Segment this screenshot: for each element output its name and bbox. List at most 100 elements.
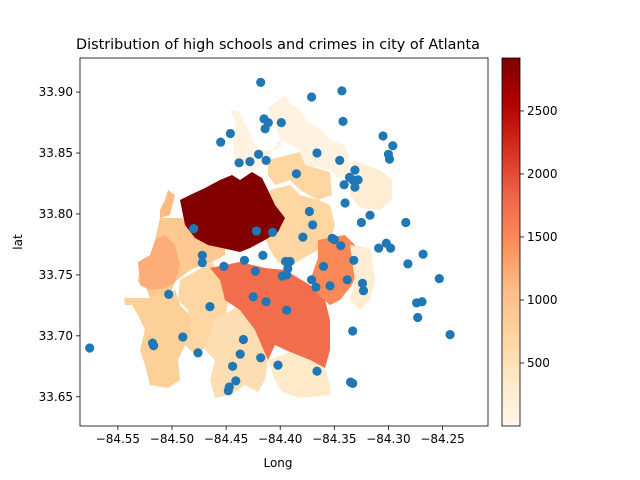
high-school-point: [304, 206, 314, 217]
high-school-point: [338, 116, 348, 126]
high-school-point: [312, 148, 322, 158]
high-school-point: [234, 158, 244, 168]
high-school-point: [318, 261, 329, 271]
y-axis-label: lat: [11, 234, 25, 250]
high-school-point: [197, 250, 207, 260]
high-school-point: [258, 250, 268, 260]
high-school-point: [384, 154, 395, 164]
high-school-point: [308, 220, 318, 230]
high-school-point: [417, 297, 427, 307]
high-school-point: [235, 349, 245, 359]
region-southwest: [124, 290, 192, 388]
high-school-point: [358, 286, 369, 296]
high-school-point: [356, 217, 366, 228]
colorbar: 500 1000 1500 2000 2500: [501, 57, 558, 427]
colorbar-tick-label: 500: [527, 356, 550, 370]
high-school-point: [193, 348, 203, 358]
high-school-point: [224, 382, 234, 392]
high-school-point: [248, 292, 258, 302]
high-school-point: [291, 169, 301, 179]
high-school-point: [445, 330, 455, 340]
high-school-point: [149, 341, 159, 351]
high-school-point: [353, 175, 363, 185]
colorbar-gradient: [502, 58, 520, 426]
x-tick-label: −84.25: [420, 432, 464, 446]
plot-area-frame: [79, 57, 489, 427]
high-school-point: [413, 312, 423, 323]
high-school-point: [263, 118, 273, 128]
high-school-point: [298, 232, 308, 242]
colorbar-ticks: 500 1000 1500 2000 2500: [520, 104, 558, 370]
high-school-point: [388, 141, 398, 151]
high-school-point: [339, 180, 349, 190]
y-tick-label: 33.90: [39, 85, 73, 99]
high-school-point: [205, 302, 215, 312]
scatter-series-high-schools: [85, 77, 455, 396]
high-school-point: [348, 326, 358, 336]
high-school-point: [349, 255, 359, 265]
high-school-point: [273, 360, 283, 370]
high-school-point: [329, 235, 339, 245]
colorbar-tick-label: 2500: [527, 104, 558, 118]
y-tick-label: 33.80: [39, 207, 73, 221]
high-school-point: [342, 275, 352, 285]
high-school-point: [401, 217, 411, 228]
high-school-point: [348, 378, 358, 388]
high-school-point: [225, 128, 235, 139]
high-school-point: [350, 182, 360, 192]
high-school-point: [307, 92, 317, 102]
high-school-point: [403, 259, 413, 269]
high-school-point: [231, 376, 241, 386]
high-school-point: [283, 264, 293, 274]
high-school-point: [374, 243, 384, 253]
high-school-point: [250, 266, 260, 276]
colorbar-frame: [501, 57, 521, 427]
colorbar-tick-label: 1500: [527, 230, 558, 244]
high-school-point: [311, 282, 321, 292]
high-school-point: [189, 224, 199, 234]
x-axis-label: Long: [263, 456, 292, 470]
region-east-mid: [312, 235, 358, 305]
high-school-point: [254, 149, 264, 159]
high-school-point: [216, 137, 226, 147]
region-southeast: [268, 352, 330, 398]
high-school-point: [276, 118, 286, 128]
high-school-point: [282, 305, 292, 315]
high-school-point: [340, 198, 350, 208]
region-central: [262, 185, 335, 268]
x-axis-ticks: −84.55 −84.50 −84.45 −84.40 −84.35 −84.30 −84.…: [96, 426, 465, 446]
y-tick-label: 33.75: [39, 268, 73, 282]
chart-title: Distribution of high schools and crimes …: [76, 37, 480, 53]
high-school-point: [307, 275, 317, 285]
region-west-north: [138, 235, 180, 290]
x-tick-label: −84.55: [96, 432, 140, 446]
high-school-point: [197, 258, 207, 268]
high-school-point: [335, 155, 345, 165]
region-nw-light: [160, 190, 175, 218]
y-tick-label: 33.85: [39, 146, 73, 160]
high-school-point: [251, 226, 261, 236]
high-school-point: [357, 278, 368, 288]
x-tick-label: −84.35: [312, 432, 356, 446]
region-south-central: [210, 262, 330, 368]
high-school-point: [261, 155, 271, 165]
colorbar-tick-label: 1000: [527, 293, 558, 307]
high-school-point: [434, 274, 444, 284]
high-school-point: [178, 332, 188, 342]
high-school-point: [245, 157, 255, 167]
high-school-point: [418, 249, 428, 259]
y-tick-label: 33.65: [39, 390, 73, 404]
x-tick-label: −84.40: [258, 432, 302, 446]
high-school-point: [325, 281, 335, 291]
region-northeast: [350, 160, 392, 210]
x-tick-label: −84.30: [366, 432, 410, 446]
y-tick-label: 33.70: [39, 329, 73, 343]
high-school-point: [350, 165, 360, 175]
high-school-point: [312, 366, 322, 376]
x-tick-label: −84.45: [204, 432, 248, 446]
high-school-point: [238, 334, 248, 345]
high-school-point: [239, 255, 250, 265]
high-school-point: [336, 241, 346, 251]
high-school-point: [285, 256, 295, 267]
high-school-point: [256, 77, 266, 87]
